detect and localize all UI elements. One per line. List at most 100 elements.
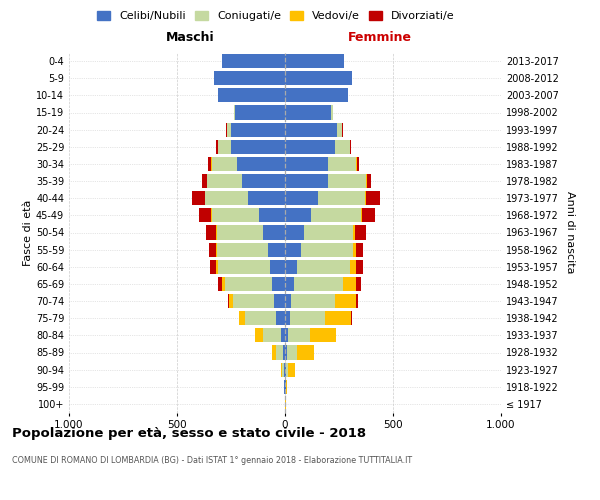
Bar xyxy=(328,157,356,171)
Bar xyxy=(287,346,297,360)
Bar xyxy=(212,157,238,171)
Bar xyxy=(284,380,285,394)
Bar xyxy=(335,294,356,308)
Bar xyxy=(199,208,211,222)
Bar xyxy=(239,311,245,325)
Bar xyxy=(366,191,380,205)
Bar xyxy=(229,294,233,308)
Bar xyxy=(290,311,325,325)
Bar xyxy=(242,174,285,188)
Bar xyxy=(285,380,286,394)
Text: COMUNE DI ROMANO DI LOMBARDIA (BG) - Dati ISTAT 1° gennaio 2018 - Elaborazione T: COMUNE DI ROMANO DI LOMBARDIA (BG) - Dat… xyxy=(12,456,412,465)
Bar xyxy=(343,277,356,291)
Bar xyxy=(285,328,288,342)
Text: Maschi: Maschi xyxy=(166,30,214,44)
Bar xyxy=(234,106,235,120)
Bar xyxy=(268,242,285,256)
Bar xyxy=(210,260,217,274)
Bar xyxy=(217,226,263,239)
Bar xyxy=(235,106,285,120)
Bar xyxy=(284,362,285,376)
Bar xyxy=(227,122,231,136)
Bar xyxy=(263,226,285,239)
Bar xyxy=(288,362,295,376)
Bar xyxy=(304,226,353,239)
Bar xyxy=(335,140,350,154)
Bar xyxy=(285,260,297,274)
Bar xyxy=(248,191,285,205)
Bar xyxy=(206,226,217,239)
Bar xyxy=(277,346,283,360)
Bar xyxy=(270,260,285,274)
Bar xyxy=(285,346,287,360)
Bar xyxy=(285,54,344,68)
Bar xyxy=(214,71,285,85)
Text: Femmine: Femmine xyxy=(348,30,412,44)
Bar xyxy=(286,362,288,376)
Legend: Celibi/Nubili, Coniugati/e, Vedovi/e, Divorziati/e: Celibi/Nubili, Coniugati/e, Vedovi/e, Di… xyxy=(93,6,459,26)
Bar xyxy=(285,106,331,120)
Bar xyxy=(283,346,285,360)
Bar xyxy=(218,260,270,274)
Bar xyxy=(285,208,311,222)
Bar xyxy=(285,294,292,308)
Bar xyxy=(272,277,285,291)
Bar xyxy=(297,260,350,274)
Bar xyxy=(209,242,216,256)
Y-axis label: Anni di nascita: Anni di nascita xyxy=(565,191,575,274)
Bar xyxy=(356,260,363,274)
Bar xyxy=(231,140,285,154)
Bar xyxy=(191,191,205,205)
Bar xyxy=(255,328,263,342)
Bar xyxy=(319,191,365,205)
Bar xyxy=(217,260,218,274)
Bar xyxy=(285,157,328,171)
Bar xyxy=(325,311,351,325)
Bar xyxy=(218,88,285,102)
Bar xyxy=(281,328,285,342)
Bar xyxy=(233,294,274,308)
Bar xyxy=(310,328,336,342)
Bar xyxy=(353,226,355,239)
Bar xyxy=(285,174,328,188)
Bar xyxy=(355,226,366,239)
Bar xyxy=(272,346,277,360)
Bar xyxy=(331,106,332,120)
Bar xyxy=(356,294,358,308)
Bar xyxy=(285,226,304,239)
Bar xyxy=(281,362,282,376)
Bar xyxy=(215,140,218,154)
Bar xyxy=(356,277,361,291)
Bar xyxy=(361,208,362,222)
Bar xyxy=(356,242,363,256)
Bar xyxy=(207,174,242,188)
Bar xyxy=(216,242,217,256)
Bar xyxy=(274,294,285,308)
Bar xyxy=(311,208,361,222)
Bar xyxy=(367,174,371,188)
Bar xyxy=(286,380,287,394)
Bar xyxy=(350,140,351,154)
Bar xyxy=(297,346,314,360)
Bar xyxy=(292,294,335,308)
Bar xyxy=(205,191,248,205)
Bar xyxy=(353,242,356,256)
Bar xyxy=(282,362,284,376)
Bar xyxy=(362,208,374,222)
Bar xyxy=(285,88,347,102)
Bar xyxy=(228,294,229,308)
Bar xyxy=(238,157,285,171)
Bar xyxy=(288,328,310,342)
Bar xyxy=(337,122,342,136)
Bar xyxy=(277,311,285,325)
Bar xyxy=(285,122,337,136)
Bar xyxy=(285,140,335,154)
Bar xyxy=(223,54,285,68)
Bar xyxy=(202,174,207,188)
Bar xyxy=(224,277,272,291)
Text: Popolazione per età, sesso e stato civile - 2018: Popolazione per età, sesso e stato civil… xyxy=(12,428,366,440)
Bar xyxy=(212,208,259,222)
Bar xyxy=(259,208,285,222)
Bar xyxy=(218,277,223,291)
Bar xyxy=(285,242,301,256)
